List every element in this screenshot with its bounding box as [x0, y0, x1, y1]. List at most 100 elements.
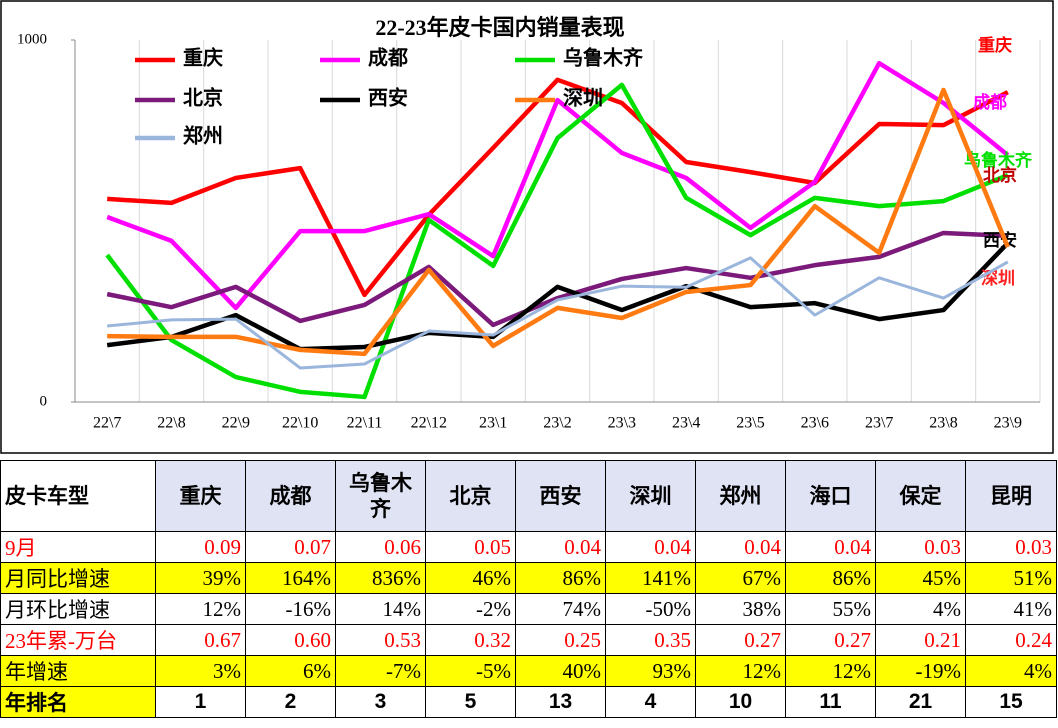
legend-label: 成都: [368, 46, 408, 70]
series-line: [105, 82, 1009, 400]
table-cell: -7%: [335, 655, 426, 687]
x-tick-label: 23\6: [801, 415, 829, 432]
table-cell: 141%: [605, 562, 696, 594]
table-cell: 38%: [695, 593, 786, 625]
series-line: [107, 87, 1010, 357]
end-label: 乌鲁木齐: [964, 150, 1033, 170]
legend-label: 郑州: [183, 125, 223, 148]
table-cell: 0.09: [155, 531, 246, 563]
table-cell: 5: [425, 686, 516, 718]
table-cell: 41%: [965, 593, 1057, 625]
table-cell: 0.21: [875, 624, 966, 656]
legend-label: 乌鲁木齐: [563, 46, 644, 70]
table-cell: 月同比增速: [0, 562, 156, 594]
table-cell: 重庆: [155, 460, 246, 532]
table-cell: 14%: [335, 593, 426, 625]
table-cell: 836%: [335, 562, 426, 594]
y-tick-label: 0: [40, 393, 48, 409]
table-cell: 0.32: [425, 624, 516, 656]
table-cell: 北京: [425, 460, 516, 532]
table-cell: 0.53: [335, 624, 426, 656]
table-cell: -50%: [605, 593, 696, 625]
table-cell: 55%: [785, 593, 876, 625]
end-label: 北京: [983, 165, 1017, 185]
series-line: [107, 256, 1009, 370]
table-cell: 93%: [605, 655, 696, 687]
table-cell: 0.27: [785, 624, 876, 656]
legend-label: 北京: [183, 86, 223, 110]
x-tick-label: 23\9: [994, 415, 1022, 432]
table-row: 月同比增速 39% 164% 836% 46% 86% 141% 67% 86% 45% 51%: [0, 562, 1057, 594]
data-table: 皮卡车型 重庆 成都 乌鲁木齐 北京 西安 深圳 郑州 海口 保定 昆明 9月 0.09 0.07 0.06…: [0, 460, 1057, 718]
table-cell: 12%: [785, 655, 876, 687]
x-tick-label: 23\8: [929, 415, 957, 432]
table-cell: 乌鲁木齐: [335, 460, 426, 532]
table-cell: 0.04: [785, 531, 876, 563]
table-cell: 40%: [515, 655, 606, 687]
table-cell: 3%: [155, 655, 246, 687]
legend-label: 重庆: [183, 46, 223, 70]
x-tick-label: 23\4: [672, 415, 700, 432]
table-cell: 21: [875, 686, 966, 718]
table-cell: -5%: [425, 655, 516, 687]
table-cell: 45%: [875, 562, 966, 594]
table-cell: 0.05: [425, 531, 516, 563]
table-cell: 2: [245, 686, 336, 718]
x-tick-label: 22\11: [347, 415, 383, 432]
table-cell: 10: [695, 686, 786, 718]
table-row: 9月 0.09 0.07 0.06 0.05 0.04 0.04 0.04 0.04 0.03 0.…: [0, 531, 1057, 563]
table-cell: 皮卡车型: [0, 460, 156, 532]
table-cell: 0.67: [155, 624, 246, 656]
x-tick-label: 22\9: [222, 415, 250, 432]
table-cell: 51%: [965, 562, 1057, 594]
series-line: [107, 77, 1009, 298]
table-cell: 0.35: [605, 624, 696, 656]
table-cell: 4%: [965, 655, 1057, 687]
chart-frame: [0, 0, 1054, 454]
table-cell: 4: [605, 686, 696, 718]
table-cell: 46%: [425, 562, 516, 594]
table-cell: 3: [335, 686, 426, 718]
table-cell: 23年累-万台: [0, 624, 156, 656]
end-label: 深圳: [981, 268, 1015, 288]
x-tick-label: 23\1: [479, 415, 507, 432]
series-line: [106, 230, 1008, 328]
table-cell: 0.27: [695, 624, 786, 656]
table-cell: 年增速: [0, 655, 156, 687]
x-tick-label: 22\7: [93, 415, 121, 432]
table-row: 月环比增速 12% -16% 14% -2% 74% -50% 38% 55% 4% 41%: [0, 593, 1057, 625]
end-label: 成都: [973, 92, 1007, 112]
table-cell: 6%: [245, 655, 336, 687]
table-cell: 15: [965, 686, 1057, 718]
x-tick-label: 23\2: [543, 415, 571, 432]
table-cell: 0.06: [335, 531, 426, 563]
table-cell: -19%: [875, 655, 966, 687]
end-label: 重庆: [978, 35, 1012, 55]
table-cell: 0.04: [515, 531, 606, 563]
table-cell: 年排名: [0, 686, 156, 718]
table-cell: 海口: [785, 460, 876, 532]
x-tick-label: 23\5: [736, 415, 764, 432]
table-cell: -2%: [425, 593, 516, 625]
series-line: [106, 241, 1010, 352]
table-cell: 0.04: [695, 531, 786, 563]
table-cell: 0.07: [245, 531, 336, 563]
table-cell: 74%: [515, 593, 606, 625]
legend-label: 深圳: [563, 87, 603, 110]
table-cell: 0.04: [605, 531, 696, 563]
table-cell: 保定: [875, 460, 966, 532]
table-cell: 深圳: [605, 460, 696, 532]
x-tick-label: 22\10: [282, 415, 318, 432]
table-cell: 西安: [515, 460, 606, 532]
table-cell: 昆明: [965, 460, 1057, 532]
header-row: 皮卡车型 重庆 成都 乌鲁木齐 北京 西安 深圳 郑州 海口 保定 昆明: [0, 460, 1057, 532]
x-tick-label: 22\8: [157, 415, 185, 432]
table-cell: 86%: [785, 562, 876, 594]
table-cell: 164%: [245, 562, 336, 594]
table-cell: 成都: [245, 460, 336, 532]
y-tick-label: 1000: [17, 31, 47, 47]
table-row: 23年累-万台 0.67 0.60 0.53 0.32 0.25 0.35 0.27 0.27 0…: [0, 624, 1057, 656]
table-cell: 0.03: [965, 531, 1057, 563]
table-cell: 4%: [875, 593, 966, 625]
